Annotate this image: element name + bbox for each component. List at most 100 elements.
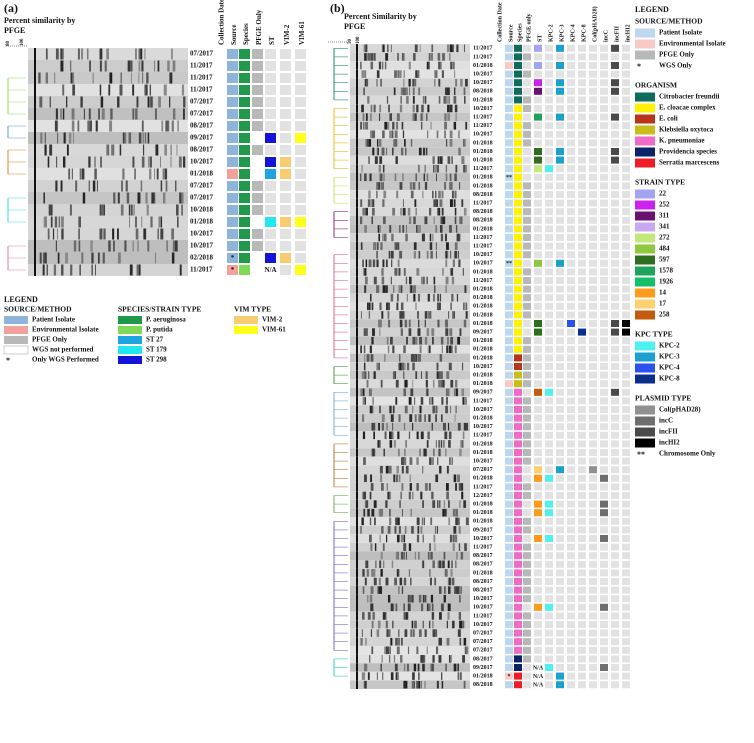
legend-label: ST 179 [146, 346, 167, 354]
empty-cell [545, 561, 553, 568]
gel-band [96, 121, 98, 132]
cell [227, 73, 238, 83]
cell [514, 311, 522, 318]
empty-cell [523, 329, 531, 336]
gel-band [404, 535, 406, 543]
legend-swatch [635, 278, 655, 287]
gel-band [386, 260, 388, 268]
gel-band [177, 217, 178, 228]
gel-band [390, 638, 392, 646]
cell [514, 148, 522, 155]
cell [227, 229, 238, 239]
cell [514, 53, 522, 60]
gel-band [403, 208, 406, 216]
gel-band [365, 277, 368, 285]
gel-band [441, 397, 443, 405]
gel-band [435, 406, 437, 414]
gel-band [429, 397, 430, 405]
gel-band [49, 145, 52, 156]
gel-band [453, 96, 456, 104]
gel-lane [350, 637, 470, 646]
collection-date: 01/2018 [473, 501, 493, 507]
gel-band [183, 97, 185, 108]
gel-band [389, 518, 391, 526]
cell [239, 181, 250, 191]
empty-cell [611, 346, 619, 353]
gel-band [447, 88, 450, 96]
gel-band [361, 70, 364, 78]
cell [600, 535, 608, 542]
gel-band [457, 234, 459, 242]
cell [227, 85, 238, 95]
gel-band [464, 397, 467, 405]
cell [514, 673, 522, 680]
gel-band [411, 526, 414, 534]
empty-cell [567, 139, 575, 146]
gel-band [386, 303, 388, 311]
collection-date: 11/2017 [190, 86, 213, 94]
cell [545, 509, 553, 516]
gel-band [382, 672, 383, 680]
empty-cell [295, 145, 306, 155]
cell [505, 114, 513, 121]
gel-band [435, 191, 436, 199]
gel-band [448, 561, 450, 569]
empty-cell [534, 337, 542, 344]
empty-cell [622, 483, 630, 490]
gel-band [453, 260, 455, 268]
empty-cell [611, 131, 619, 138]
empty-cell [589, 655, 597, 662]
gel-band [165, 85, 166, 96]
gel-band [449, 578, 451, 586]
cell [523, 225, 531, 232]
cell [239, 121, 250, 131]
gel-band [392, 131, 393, 139]
column-header: Species [517, 23, 523, 42]
gel-band [392, 561, 393, 569]
legend-swatch [635, 311, 655, 320]
legend-swatch [118, 336, 142, 344]
gel-band [70, 61, 71, 72]
empty-cell [578, 337, 586, 344]
empty-cell [622, 139, 630, 146]
legend-swatch [635, 148, 655, 157]
gel-well [356, 620, 358, 629]
gel-band [98, 109, 99, 120]
cell [505, 88, 513, 95]
gel-band [398, 638, 400, 646]
gel-band [390, 337, 393, 345]
gel-band [50, 97, 51, 108]
empty-cell [600, 449, 608, 456]
empty-cell [589, 535, 597, 542]
gel-band [449, 432, 452, 440]
empty-cell [622, 45, 630, 52]
gel-band [410, 475, 411, 483]
gel-band [440, 371, 443, 379]
gel-band [56, 241, 57, 252]
gel-band [434, 217, 435, 225]
gel-band [142, 121, 144, 132]
collection-date: 01/2018 [190, 218, 213, 226]
cell [523, 200, 531, 207]
empty-cell [622, 200, 630, 207]
gel-band [454, 174, 457, 182]
legend-label: Serratia marcescens [659, 159, 720, 167]
gel-band [146, 73, 148, 84]
gel-band [465, 320, 466, 328]
gel-band [424, 595, 426, 603]
gel-band [141, 181, 142, 192]
empty-cell [589, 492, 597, 499]
gel-band [379, 165, 381, 173]
gel-band [131, 73, 132, 84]
gel-band [401, 535, 403, 543]
cell [514, 277, 522, 284]
cell [514, 406, 522, 413]
gel-band [155, 145, 158, 156]
empty-cell [534, 415, 542, 422]
cell [514, 432, 522, 439]
gel-band [373, 242, 375, 250]
gel-band [137, 241, 138, 252]
empty-cell [556, 277, 564, 284]
empty-cell [280, 121, 291, 131]
cell [514, 139, 522, 146]
